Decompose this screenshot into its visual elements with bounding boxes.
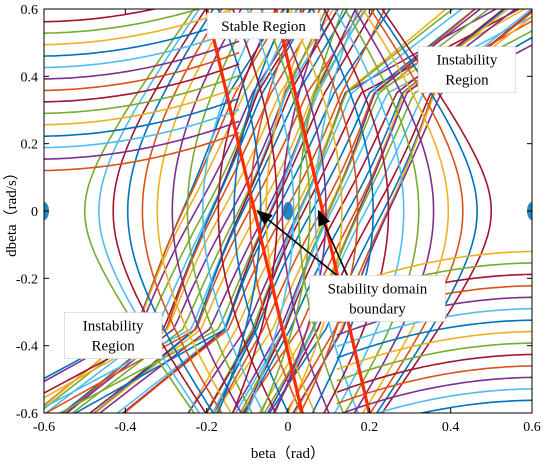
trajectory bbox=[156, 9, 232, 413]
annotation-text: Region bbox=[445, 73, 489, 89]
trajectory bbox=[336, 365, 532, 405]
trajectory bbox=[369, 9, 464, 413]
trajectory bbox=[93, 9, 349, 413]
x-tick-label: -0.4 bbox=[114, 420, 136, 435]
trajectory bbox=[44, 40, 240, 80]
annotation-box bbox=[417, 46, 517, 93]
trajectory bbox=[336, 342, 532, 382]
annotation-text: Stable Region bbox=[221, 19, 306, 35]
trajectory bbox=[231, 9, 279, 413]
trajectory bbox=[217, 9, 277, 413]
trajectory bbox=[336, 353, 532, 394]
annotation-text: Instability bbox=[437, 53, 498, 69]
trajectory bbox=[297, 9, 345, 413]
trajectory bbox=[374, 388, 532, 413]
annotation-text: Stability domain bbox=[328, 282, 428, 298]
y-tick-label: 0.4 bbox=[21, 70, 39, 85]
annotation-box bbox=[64, 312, 163, 359]
x-axis-label: beta（rad） bbox=[251, 445, 325, 462]
trajectory bbox=[281, 9, 330, 413]
trajectory bbox=[201, 9, 265, 413]
equilibrium-point bbox=[283, 202, 293, 220]
trajectory bbox=[44, 109, 240, 149]
trajectory bbox=[44, 28, 240, 69]
x-tick-label: 0.2 bbox=[361, 420, 379, 435]
y-tick-label: 0.6 bbox=[21, 3, 39, 18]
trajectory bbox=[44, 74, 240, 115]
trajectory bbox=[286, 9, 343, 413]
trajectory bbox=[112, 9, 207, 413]
trajectory bbox=[44, 63, 240, 103]
y-axis-label: dbeta（rad/s） bbox=[3, 165, 20, 257]
trajectory bbox=[311, 9, 375, 413]
trajectory bbox=[213, 9, 477, 413]
axes-frame bbox=[43, 8, 533, 414]
trajectory bbox=[44, 9, 158, 23]
x-tick-label: 0.6 bbox=[523, 420, 541, 435]
x-tick-label: 0.4 bbox=[442, 420, 460, 435]
trajectory bbox=[260, 9, 311, 413]
trajectory bbox=[44, 97, 240, 137]
y-tick-label: 0 bbox=[31, 205, 38, 220]
trajectory bbox=[44, 131, 240, 172]
trajectory bbox=[299, 9, 359, 413]
trajectory bbox=[44, 120, 240, 160]
trajectory bbox=[73, 9, 391, 413]
trajectory bbox=[171, 9, 243, 413]
annotation-box bbox=[206, 12, 321, 40]
trajectory bbox=[314, 9, 359, 413]
trajectory bbox=[344, 9, 420, 413]
annotation-text: Instability bbox=[83, 319, 144, 335]
trajectory bbox=[141, 9, 223, 413]
annotation-text: boundary bbox=[349, 302, 406, 318]
y-tick-label: -0.4 bbox=[16, 340, 38, 355]
y-tick-label: 0.2 bbox=[21, 138, 39, 153]
trajectory bbox=[246, 9, 295, 413]
trajectory bbox=[44, 9, 236, 46]
trajectory bbox=[44, 86, 240, 126]
annotations: Stable Region Instability Region Instabilit… bbox=[64, 12, 517, 359]
x-tick-label: 0 bbox=[285, 420, 292, 435]
trajectory bbox=[333, 9, 405, 413]
tick-labels: -0.6 -0.4 -0.2 0 0.2 0.4 0.6 -0.6 -0.4 -0.2 0 0.2 0.… bbox=[16, 3, 541, 435]
trajectory bbox=[233, 9, 290, 413]
trajectory bbox=[353, 9, 435, 413]
trajectory bbox=[44, 51, 240, 92]
y-tick-label: -0.2 bbox=[16, 272, 38, 287]
x-tick-label: -0.6 bbox=[33, 420, 55, 435]
boundary-line-1 bbox=[205, 9, 304, 413]
x-tick-label: -0.2 bbox=[196, 420, 218, 435]
trajectory bbox=[249, 9, 303, 413]
trajectory bbox=[44, 9, 202, 34]
trajectory bbox=[44, 17, 240, 57]
annotation-box bbox=[309, 275, 446, 322]
y-tick-label: -0.6 bbox=[16, 407, 38, 422]
annotation-text: Region bbox=[91, 339, 135, 355]
trajectory bbox=[418, 399, 532, 413]
trajectory bbox=[336, 319, 532, 359]
trajectory bbox=[336, 330, 532, 371]
trajectory bbox=[340, 376, 532, 413]
